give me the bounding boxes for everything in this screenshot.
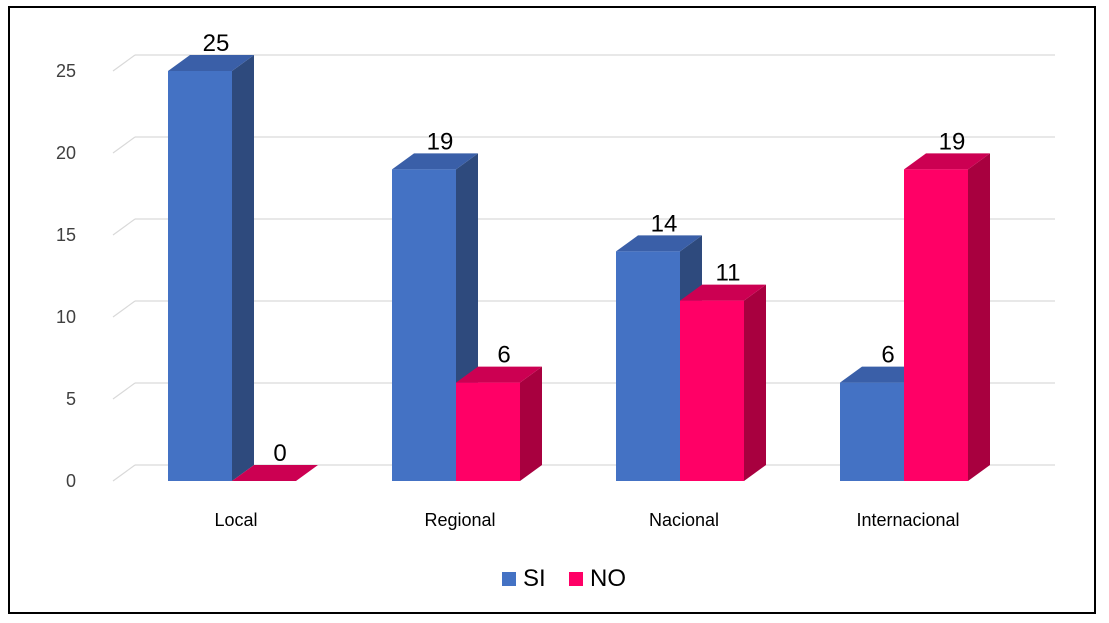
bar-no-internacional	[904, 169, 968, 481]
data-labels: 25 0 19 6 14 11 6 19	[203, 30, 966, 467]
bar-top	[904, 153, 990, 170]
bar-side	[520, 366, 542, 481]
y-tick-label: 20	[56, 143, 76, 163]
category-labels: Local Regional Nacional Internacional	[214, 510, 959, 530]
bar-chart: 0 5 10 15 20 25 25 0 19 6 14 11 6 19 Local Regional Na…	[56, 30, 1055, 592]
bar-no-regional	[456, 382, 520, 481]
gridline-diag	[112, 54, 136, 72]
y-tick-label: 0	[66, 471, 76, 491]
data-label: 19	[939, 128, 966, 155]
data-label: 0	[273, 440, 286, 467]
bar-si-internacional	[840, 382, 904, 481]
gridline-diag	[112, 382, 136, 400]
y-tick-label: 25	[56, 61, 76, 81]
legend-label: NO	[590, 565, 626, 592]
category-label: Internacional	[856, 510, 959, 530]
y-tick-label: 10	[56, 307, 76, 327]
legend: SI NO	[502, 565, 626, 592]
data-label: 14	[651, 210, 678, 237]
chart-frame: 0 5 10 15 20 25 25 0 19 6 14 11 6 19 Local Regional Na…	[8, 6, 1096, 614]
y-tick-label: 5	[66, 389, 76, 409]
data-label: 25	[203, 30, 230, 57]
category-label: Regional	[424, 510, 495, 530]
category-label: Local	[214, 510, 257, 530]
bar-top	[232, 465, 318, 481]
bar-top	[392, 153, 478, 170]
legend-swatch	[569, 572, 583, 586]
legend-label: SI	[523, 565, 546, 592]
bar-top	[168, 55, 254, 71]
y-axis-ticks: 0 5 10 15 20 25	[56, 61, 76, 491]
gridline-diag	[112, 464, 136, 482]
bar-si-regional	[392, 169, 456, 481]
gridline-diag	[112, 136, 136, 154]
bar-no-nacional	[680, 300, 744, 481]
bars	[168, 55, 990, 481]
gridline-diag	[112, 300, 136, 318]
y-tick-label: 15	[56, 225, 76, 245]
data-label: 11	[716, 260, 741, 287]
bar-top	[680, 284, 766, 301]
category-label: Nacional	[649, 510, 719, 530]
data-label: 6	[497, 342, 510, 369]
data-label: 19	[427, 128, 454, 155]
gridline-diag	[112, 218, 136, 236]
bar-top	[616, 235, 702, 252]
bar-side	[744, 284, 766, 481]
bar-si-nacional	[616, 251, 680, 481]
bar-si-local	[168, 71, 232, 481]
legend-swatch	[502, 572, 516, 586]
bar-top	[456, 366, 542, 383]
data-label: 6	[881, 342, 894, 369]
bar-side	[968, 153, 990, 481]
bar-side	[232, 55, 254, 481]
